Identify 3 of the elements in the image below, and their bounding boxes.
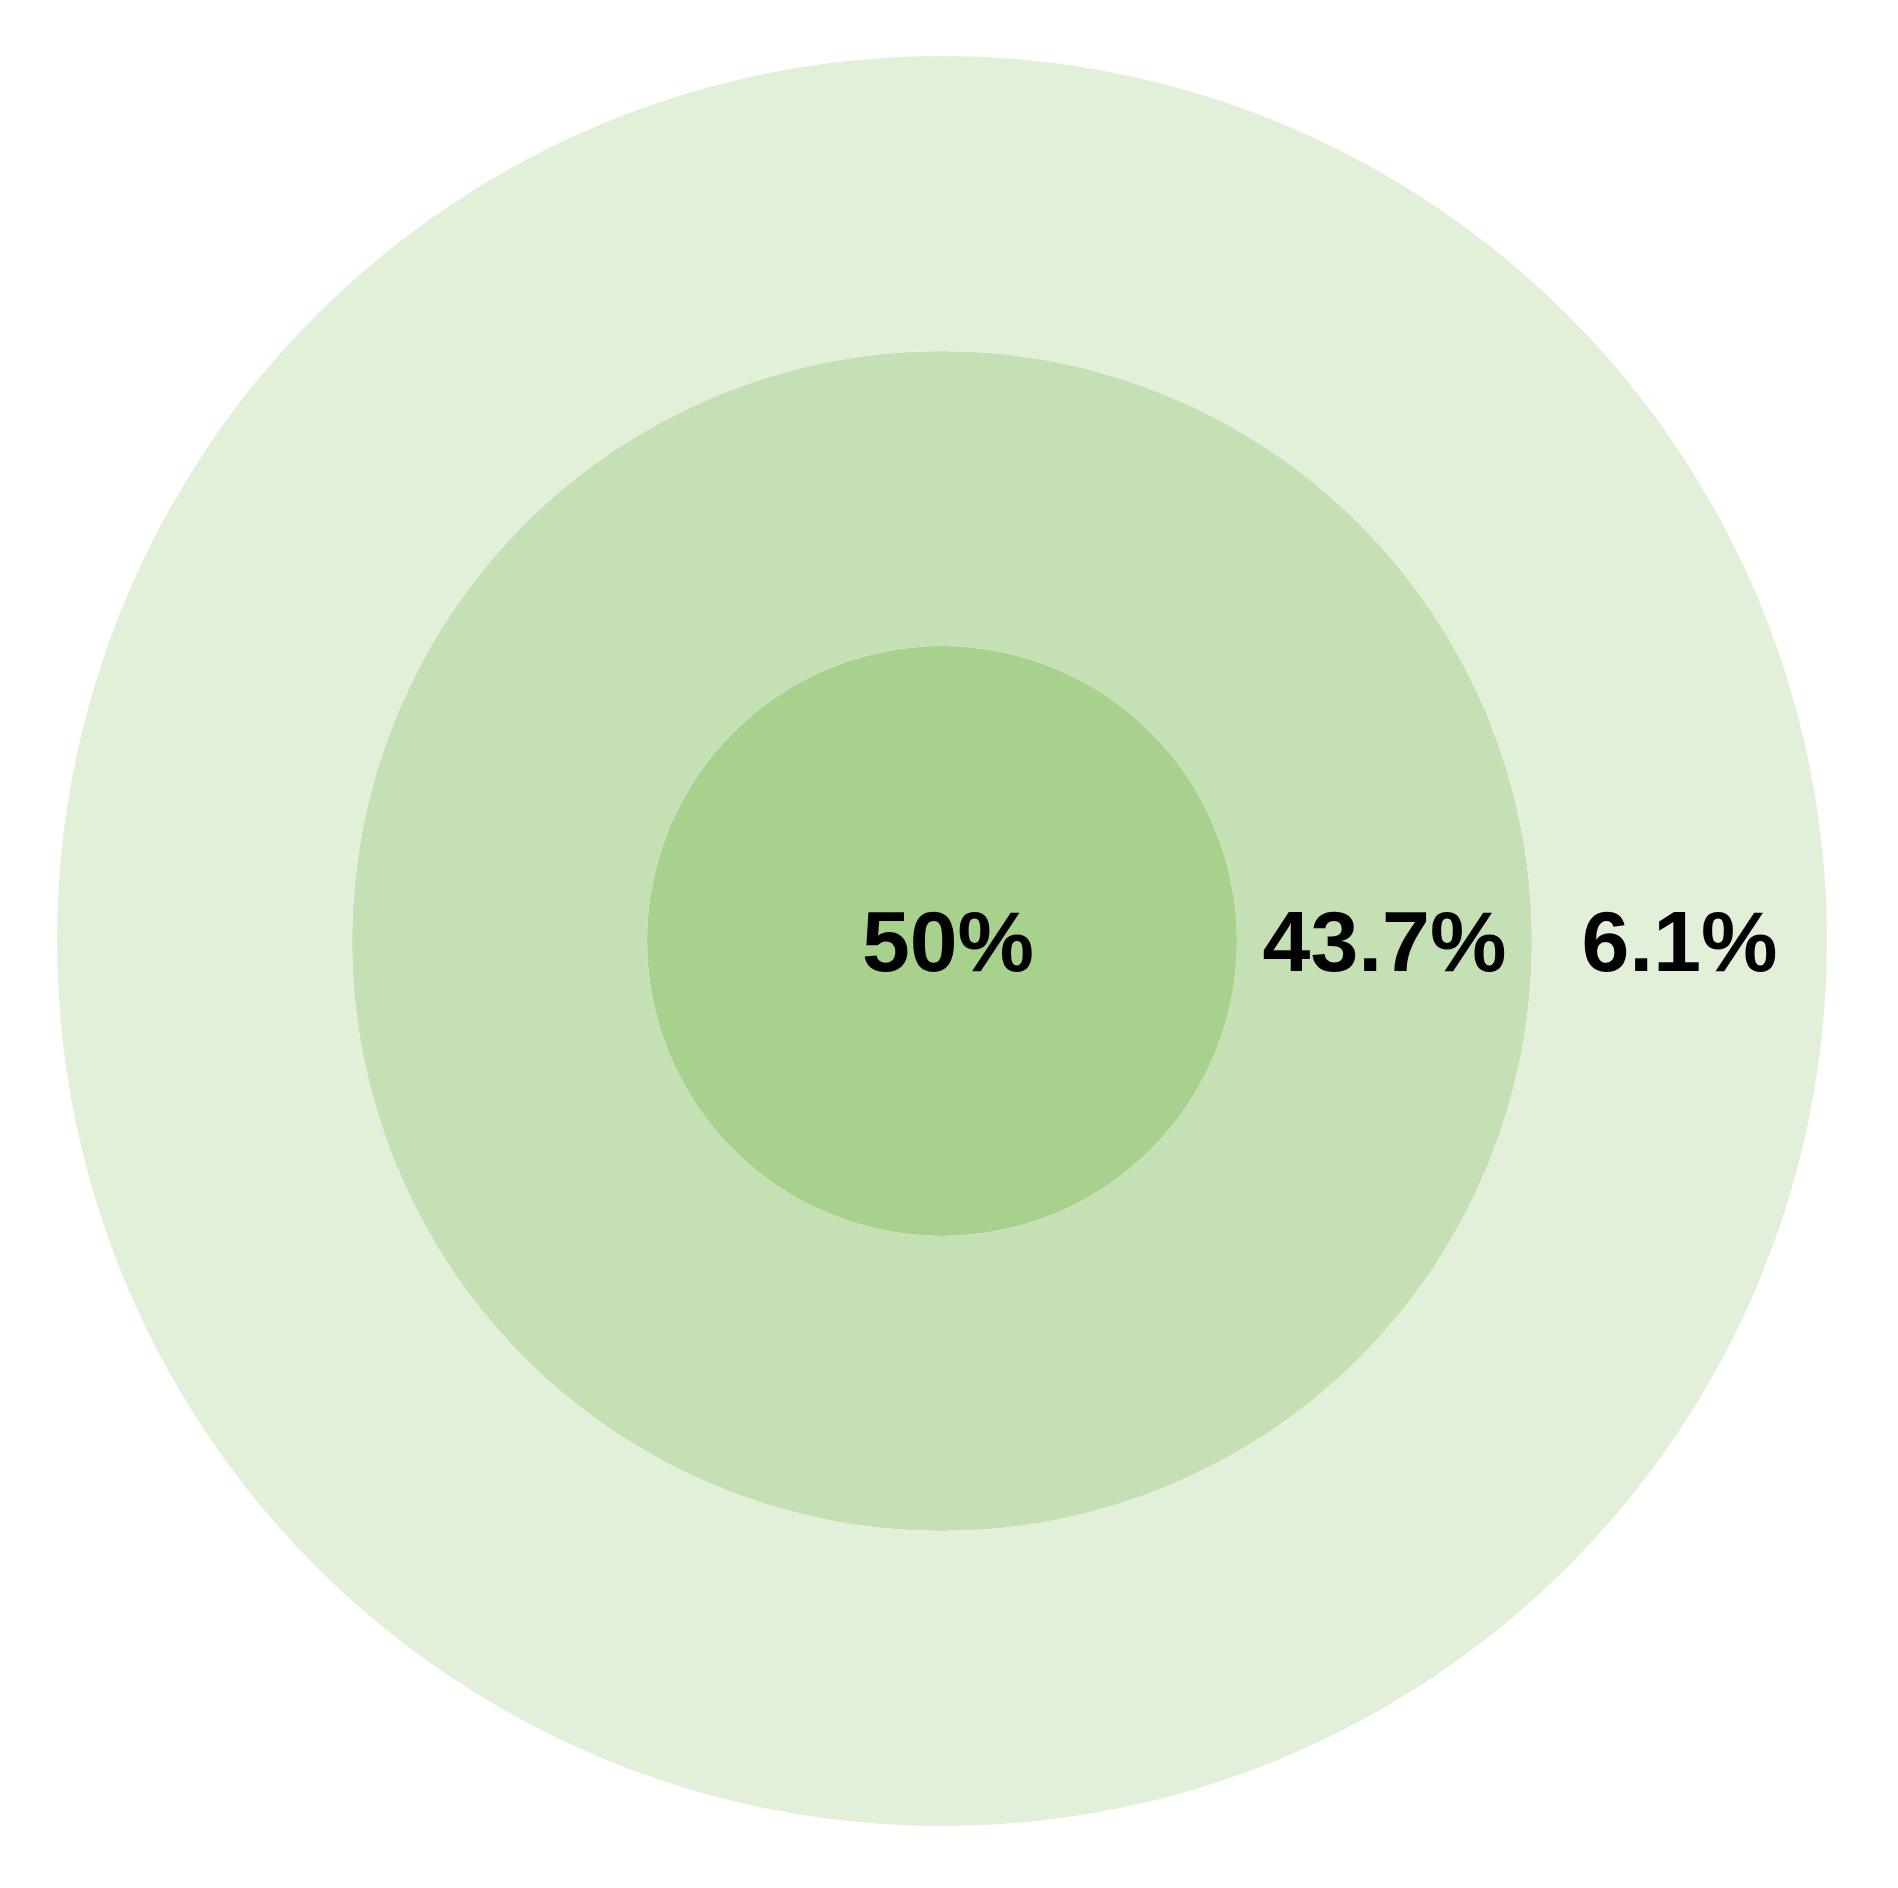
data-label: 6.1% <box>1581 893 1778 989</box>
data-label: 43.7% <box>1262 893 1507 989</box>
data-label: 50% <box>861 893 1035 989</box>
